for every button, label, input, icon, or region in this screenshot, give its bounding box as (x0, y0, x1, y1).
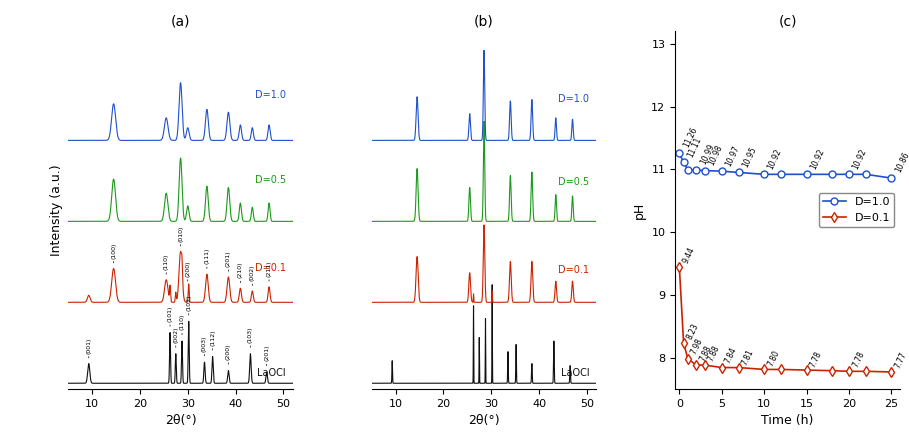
Text: 10.92: 10.92 (766, 147, 784, 171)
Y-axis label: Intensity (a.u.): Intensity (a.u.) (50, 164, 63, 256)
Text: 10.97: 10.97 (724, 144, 741, 168)
Text: 10.92: 10.92 (809, 147, 826, 171)
X-axis label: 2θ(°): 2θ(°) (468, 414, 500, 427)
Title: (c): (c) (778, 15, 797, 29)
Text: 10.95: 10.95 (741, 145, 758, 169)
Text: (002): (002) (174, 327, 178, 343)
Text: 7.84: 7.84 (724, 346, 739, 365)
Text: (103): (103) (248, 327, 253, 343)
Text: (112): (112) (210, 329, 215, 346)
Text: (201): (201) (265, 345, 269, 362)
Text: (110): (110) (164, 253, 169, 270)
Text: D=0.1: D=0.1 (558, 265, 589, 275)
Text: (200): (200) (226, 344, 231, 360)
Text: D=1.0: D=1.0 (558, 94, 589, 104)
Text: (001): (001) (86, 337, 91, 354)
Text: (010): (010) (178, 225, 183, 242)
Text: LaOCl: LaOCl (561, 368, 589, 378)
X-axis label: Time (h): Time (h) (762, 414, 814, 427)
Text: 7.80: 7.80 (765, 349, 781, 367)
Text: 10.86: 10.86 (894, 151, 909, 174)
X-axis label: 2θ(°): 2θ(°) (165, 414, 196, 427)
Text: D=1.0: D=1.0 (255, 90, 285, 100)
Text: LaOCl: LaOCl (257, 368, 285, 378)
Text: (111): (111) (205, 248, 209, 264)
Text: (210): (210) (238, 262, 243, 278)
Text: 11.11: 11.11 (685, 135, 703, 159)
Title: (b): (b) (474, 15, 494, 29)
Text: (110): (110) (179, 314, 185, 330)
Text: 9.44: 9.44 (681, 245, 696, 265)
Text: 7.88: 7.88 (698, 344, 713, 363)
Text: (100): (100) (111, 242, 116, 259)
Y-axis label: pH: pH (633, 202, 645, 219)
Text: D=0.5: D=0.5 (558, 177, 589, 187)
Text: 7.78: 7.78 (851, 350, 866, 369)
Text: 11.26: 11.26 (682, 126, 699, 149)
Text: 10.98: 10.98 (707, 143, 724, 167)
Text: (102): (102) (186, 294, 191, 311)
Text: D=0.5: D=0.5 (255, 175, 285, 185)
Text: D=0.1: D=0.1 (255, 263, 285, 273)
Text: 7.98: 7.98 (689, 337, 704, 356)
Text: (101): (101) (167, 306, 173, 322)
Text: 10.99: 10.99 (698, 143, 715, 166)
Text: 7.88: 7.88 (706, 344, 722, 363)
Text: 7.81: 7.81 (740, 348, 755, 367)
Text: (211): (211) (266, 261, 272, 277)
Text: 8.23: 8.23 (685, 321, 700, 341)
Text: 10.92: 10.92 (851, 147, 868, 171)
Text: (201): (201) (226, 251, 231, 267)
Legend: D=1.0, D=0.1: D=1.0, D=0.1 (819, 193, 894, 228)
Text: 7.78: 7.78 (808, 350, 824, 369)
Text: (002): (002) (250, 265, 255, 281)
Text: (200): (200) (185, 261, 190, 277)
Text: 7.77: 7.77 (893, 350, 908, 369)
Text: (003): (003) (202, 335, 207, 352)
Title: (a): (a) (171, 15, 190, 29)
